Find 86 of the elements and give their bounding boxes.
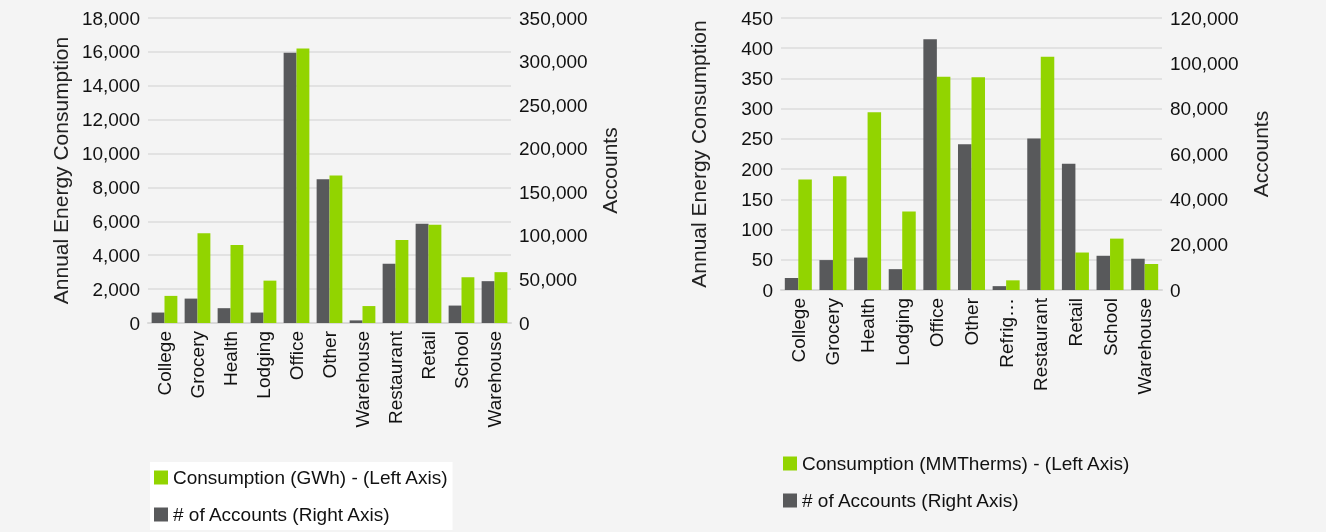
x-tick-label: Retail bbox=[1064, 298, 1086, 347]
bar bbox=[217, 308, 231, 323]
bar bbox=[784, 277, 799, 290]
x-tick-label: Retail bbox=[418, 331, 439, 380]
y2-tick-label: 350,000 bbox=[519, 7, 588, 29]
bar bbox=[888, 269, 903, 290]
y-tick-label: 450 bbox=[741, 7, 773, 29]
x-tick-label: College bbox=[154, 331, 175, 396]
bar bbox=[854, 257, 868, 290]
x-tick-label: Warehouse bbox=[352, 331, 373, 428]
x-tick-label: Other bbox=[319, 330, 340, 379]
y2-tick-label: 0 bbox=[519, 312, 530, 334]
y-tick-label: 8,000 bbox=[92, 176, 140, 198]
legend-label: Consumption (GWh) - (Left Axis) bbox=[173, 467, 448, 488]
y-tick-label: 6,000 bbox=[92, 210, 140, 232]
bar bbox=[1075, 252, 1089, 290]
y2-tick-label: 0 bbox=[1170, 279, 1181, 301]
y-tick-label: 2,000 bbox=[92, 278, 140, 300]
y2-tick-label: 200,000 bbox=[519, 138, 588, 160]
bar bbox=[197, 233, 211, 323]
bar bbox=[832, 176, 847, 290]
x-tick-label: Refrig… bbox=[995, 298, 1017, 368]
y-tick-label: 14,000 bbox=[81, 75, 140, 97]
y-tick-label: 250 bbox=[741, 128, 773, 150]
bar bbox=[164, 295, 178, 323]
y2-tick-label: 20,000 bbox=[1170, 234, 1229, 256]
y-tick-label: 18,000 bbox=[81, 7, 140, 29]
x-tick-label: Grocery bbox=[187, 330, 208, 399]
bar bbox=[362, 306, 376, 323]
x-tick-label: Office bbox=[286, 331, 307, 381]
y-tick-label: 16,000 bbox=[81, 41, 140, 63]
x-tick-label: Lodging bbox=[891, 298, 913, 366]
bar bbox=[819, 260, 833, 290]
x-tick-label: Grocery bbox=[822, 297, 844, 366]
y2-axis-title: Accounts bbox=[598, 127, 621, 214]
y-tick-label: 300 bbox=[741, 98, 773, 120]
y2-tick-label: 250,000 bbox=[519, 94, 588, 116]
y2-axis-title: Accounts bbox=[1249, 110, 1272, 198]
y-tick-label: 12,000 bbox=[81, 109, 140, 131]
legend-label: Consumption (MMTherms) - (Left Axis) bbox=[802, 453, 1130, 474]
x-tick-label: Other bbox=[961, 297, 982, 346]
y2-tick-label: 100,000 bbox=[1170, 52, 1239, 74]
bar bbox=[1061, 163, 1076, 290]
y-tick-label: 50 bbox=[751, 249, 773, 271]
y-axis-title: Annual Energy Consumption bbox=[687, 20, 710, 288]
y-tick-label: 0 bbox=[129, 312, 140, 334]
y2-tick-label: 40,000 bbox=[1170, 188, 1229, 210]
x-tick-label: Lodging bbox=[253, 331, 274, 399]
bar bbox=[867, 112, 882, 290]
x-tick-label: Office bbox=[926, 298, 948, 348]
x-tick-label: School bbox=[451, 331, 472, 390]
y2-tick-label: 50,000 bbox=[519, 268, 578, 290]
x-tick-label: Restaurant bbox=[385, 330, 406, 424]
bar bbox=[349, 320, 363, 323]
x-tick-label: Health bbox=[220, 331, 241, 386]
bar bbox=[230, 245, 244, 323]
bar bbox=[902, 211, 916, 290]
y-tick-label: 400 bbox=[741, 37, 773, 59]
y2-tick-label: 60,000 bbox=[1170, 143, 1229, 165]
bar bbox=[250, 312, 264, 323]
bar bbox=[461, 277, 475, 323]
x-tick-label: School bbox=[1099, 298, 1121, 357]
y2-tick-label: 300,000 bbox=[519, 51, 588, 73]
bar bbox=[1006, 280, 1020, 290]
y-tick-label: 150 bbox=[741, 188, 773, 210]
x-tick-label: Health bbox=[857, 298, 879, 353]
x-tick-label: Restaurant bbox=[1030, 297, 1052, 391]
y-tick-label: 10,000 bbox=[81, 143, 140, 165]
x-tick-label: Warehouse bbox=[1134, 298, 1156, 395]
x-tick-label: Warehouse bbox=[484, 331, 505, 428]
y-tick-label: 100 bbox=[741, 219, 773, 241]
legend-label: # of Accounts (Right Axis) bbox=[802, 490, 1019, 511]
bar bbox=[184, 298, 198, 323]
y-tick-label: 200 bbox=[741, 158, 773, 180]
y2-tick-label: 100,000 bbox=[519, 225, 588, 247]
x-tick-label: College bbox=[787, 298, 809, 363]
legend-label: # of Accounts (Right Axis) bbox=[173, 504, 390, 525]
y2-tick-label: 150,000 bbox=[519, 181, 588, 203]
y-axis-title: Annual Energy Consumption bbox=[48, 36, 72, 305]
bar bbox=[798, 179, 812, 290]
y2-tick-label: 80,000 bbox=[1170, 98, 1229, 120]
y-tick-label: 350 bbox=[741, 67, 773, 89]
y-tick-label: 4,000 bbox=[92, 244, 140, 266]
y2-tick-label: 120,000 bbox=[1170, 7, 1239, 29]
y-tick-label: 0 bbox=[762, 279, 773, 301]
bar bbox=[263, 280, 277, 323]
